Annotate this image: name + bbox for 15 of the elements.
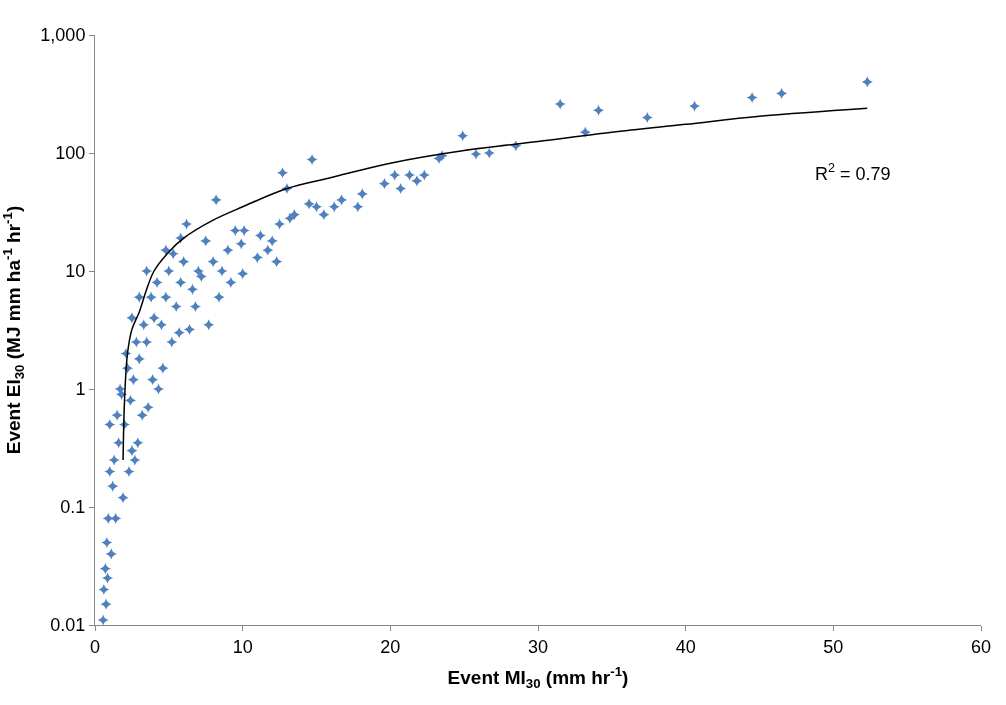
x-tick-label: 0 (89, 636, 101, 657)
y-tick-label: 0.01 (50, 615, 86, 636)
annotation: R$^{2}$ = 0.79 (815, 161, 891, 184)
y-tick-label: 0.1 (60, 497, 86, 518)
y-tick-label: 10 (65, 261, 86, 282)
y-tick-label: 100 (55, 143, 86, 164)
x-axis-title: Event MI$_{30}$ (mm hr$^{-1}$) (447, 664, 629, 692)
x-tick-label: 60 (970, 636, 992, 657)
x-tick-label: 50 (823, 636, 844, 657)
x-tick-label: 10 (232, 636, 253, 657)
x-tick-label: 20 (380, 636, 401, 657)
x-tick-label: 30 (527, 636, 549, 657)
x-tick-label: 40 (675, 636, 696, 657)
y-tick-label: 1 (75, 379, 86, 400)
y-tick-label: 1,000 (40, 25, 86, 46)
